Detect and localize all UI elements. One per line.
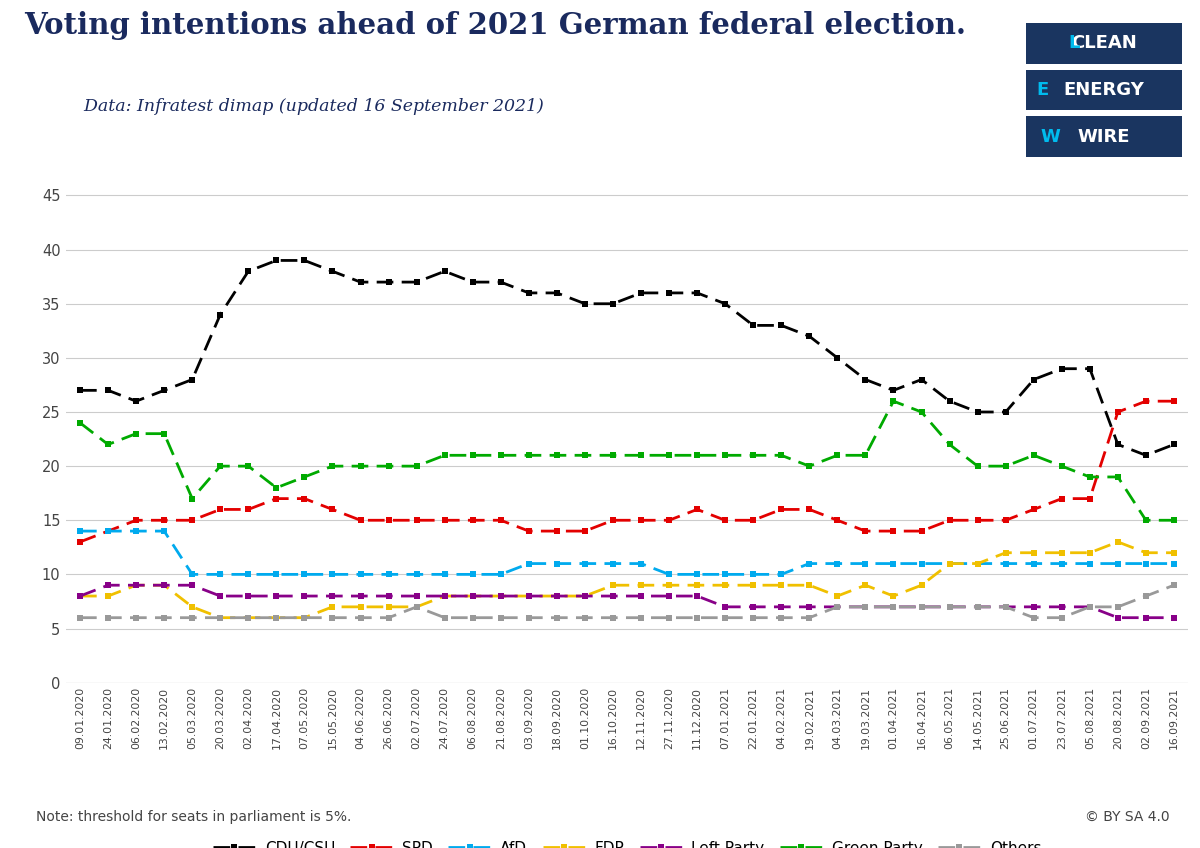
Text: ENERGY: ENERGY xyxy=(1063,81,1145,99)
Text: W: W xyxy=(1040,127,1060,146)
Text: Voting intentions ahead of 2021 German federal election.: Voting intentions ahead of 2021 German f… xyxy=(24,11,966,41)
Text: E: E xyxy=(1037,81,1049,99)
Text: Data: Infratest dimap (updated 16 September 2021): Data: Infratest dimap (updated 16 Septem… xyxy=(62,98,544,114)
Text: CLEAN: CLEAN xyxy=(1072,34,1136,53)
Text: L: L xyxy=(1068,34,1079,53)
Legend: CDU/CSU, SPD, AfD, FDP, Left Party, Green Party, Others: CDU/CSU, SPD, AfD, FDP, Left Party, Gree… xyxy=(212,840,1042,848)
Text: WIRE: WIRE xyxy=(1078,127,1130,146)
Text: Note: threshold for seats in parliament is 5%.: Note: threshold for seats in parliament … xyxy=(36,810,352,824)
Text: © BY SA 4.0: © BY SA 4.0 xyxy=(1085,810,1170,824)
